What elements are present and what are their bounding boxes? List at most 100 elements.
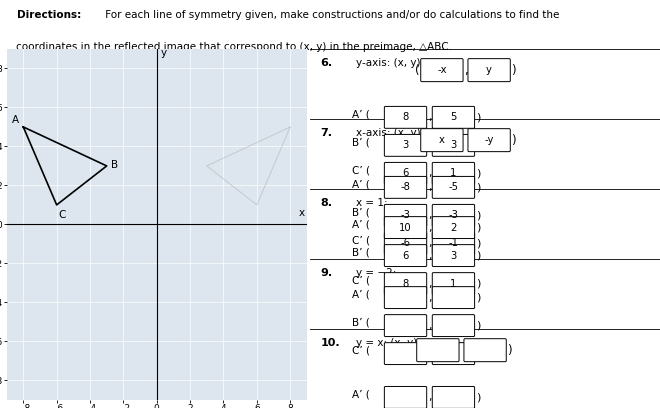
Text: ,: , — [428, 293, 431, 303]
Text: ): ) — [511, 64, 515, 77]
Text: 7.: 7. — [321, 128, 333, 138]
Text: A: A — [12, 115, 19, 125]
Text: C: C — [58, 210, 66, 220]
FancyBboxPatch shape — [384, 386, 426, 408]
Text: -3: -3 — [401, 211, 411, 220]
FancyBboxPatch shape — [384, 245, 426, 266]
Text: ,: , — [428, 251, 431, 261]
Text: ): ) — [511, 134, 515, 146]
Text: 3: 3 — [403, 140, 409, 151]
Text: B’ (: B’ ( — [352, 317, 370, 328]
FancyBboxPatch shape — [384, 176, 426, 198]
Text: 9.: 9. — [321, 268, 333, 278]
FancyBboxPatch shape — [420, 129, 463, 152]
Text: A’ (: A’ ( — [352, 179, 370, 189]
Text: y = −2:: y = −2: — [356, 268, 396, 278]
Text: ): ) — [476, 279, 480, 288]
Text: ,: , — [428, 392, 431, 402]
Text: ): ) — [476, 112, 480, 122]
FancyBboxPatch shape — [384, 134, 426, 156]
FancyBboxPatch shape — [432, 217, 475, 239]
Text: ,: , — [428, 348, 431, 359]
Text: 5: 5 — [450, 112, 457, 122]
Text: ,: , — [428, 211, 431, 220]
FancyBboxPatch shape — [468, 59, 510, 82]
Text: ,: , — [428, 140, 431, 151]
Text: Directions:: Directions: — [16, 10, 81, 20]
FancyBboxPatch shape — [432, 204, 475, 226]
Text: (: ( — [414, 64, 419, 77]
FancyBboxPatch shape — [420, 59, 463, 82]
Text: C’ (: C’ ( — [352, 235, 370, 245]
Text: y: y — [161, 48, 167, 58]
Text: 6: 6 — [403, 251, 409, 261]
Text: -x: -x — [437, 65, 447, 75]
Text: -6: -6 — [401, 238, 411, 248]
Text: ): ) — [476, 293, 480, 303]
Text: ): ) — [476, 211, 480, 220]
Text: ,: , — [428, 238, 431, 248]
Text: 8.: 8. — [321, 198, 333, 208]
Text: -y: -y — [484, 135, 494, 145]
Text: ): ) — [476, 169, 480, 178]
FancyBboxPatch shape — [384, 233, 426, 254]
Text: -5: -5 — [448, 182, 459, 192]
Text: C’ (: C’ ( — [352, 165, 370, 175]
Text: C’ (: C’ ( — [352, 275, 370, 286]
Text: A’ (: A’ ( — [352, 109, 370, 119]
FancyBboxPatch shape — [384, 287, 426, 308]
FancyBboxPatch shape — [432, 106, 475, 128]
Text: 6: 6 — [403, 169, 409, 178]
Text: ,: , — [464, 134, 467, 146]
Text: 8: 8 — [403, 279, 409, 288]
FancyBboxPatch shape — [432, 386, 475, 408]
Text: y = x: (x, y) →: y = x: (x, y) → — [356, 338, 429, 348]
Text: A’ (: A’ ( — [352, 220, 370, 230]
Text: ): ) — [476, 251, 480, 261]
Text: coordinates in the reflected image that correspond to (x, y) in the preimage, △A: coordinates in the reflected image that … — [16, 42, 453, 52]
Text: -8: -8 — [401, 182, 411, 192]
FancyBboxPatch shape — [416, 339, 459, 361]
Text: B’ (: B’ ( — [352, 207, 370, 217]
Text: ): ) — [476, 321, 480, 330]
Text: ,: , — [428, 112, 431, 122]
Text: x-axis: (x, y) →: x-axis: (x, y) → — [356, 128, 432, 138]
FancyBboxPatch shape — [432, 233, 475, 254]
FancyBboxPatch shape — [384, 204, 426, 226]
FancyBboxPatch shape — [384, 162, 426, 184]
FancyBboxPatch shape — [384, 273, 426, 295]
Text: ,: , — [428, 182, 431, 192]
Text: y-axis: (x, y) →: y-axis: (x, y) → — [356, 58, 432, 68]
FancyBboxPatch shape — [384, 343, 426, 365]
Text: For each line of symmetry given, make constructions and/or do calculations to fi: For each line of symmetry given, make co… — [102, 10, 560, 20]
Text: ,: , — [428, 169, 431, 178]
Text: 10.: 10. — [321, 338, 341, 348]
Text: C’ (: C’ ( — [352, 346, 370, 355]
FancyBboxPatch shape — [432, 343, 475, 365]
Text: A’ (: A’ ( — [352, 389, 370, 399]
Text: B’ (: B’ ( — [352, 248, 370, 257]
Text: ,: , — [428, 223, 431, 233]
Text: ,: , — [428, 279, 431, 288]
Text: 3: 3 — [450, 251, 457, 261]
FancyBboxPatch shape — [384, 106, 426, 128]
FancyBboxPatch shape — [384, 315, 426, 337]
FancyBboxPatch shape — [384, 217, 426, 239]
FancyBboxPatch shape — [432, 134, 475, 156]
Text: 10: 10 — [399, 223, 412, 233]
FancyBboxPatch shape — [432, 287, 475, 308]
FancyBboxPatch shape — [464, 339, 506, 361]
Text: ): ) — [476, 238, 480, 248]
Text: x: x — [299, 208, 305, 217]
Text: (: ( — [414, 134, 419, 146]
Text: ): ) — [476, 182, 480, 192]
Text: ,: , — [460, 344, 463, 357]
Text: 6.: 6. — [321, 58, 333, 68]
FancyBboxPatch shape — [432, 162, 475, 184]
Text: ,: , — [428, 321, 431, 330]
Text: y: y — [486, 65, 492, 75]
Text: B: B — [111, 160, 118, 170]
Text: 2: 2 — [450, 223, 457, 233]
Text: B’ (: B’ ( — [352, 137, 370, 147]
Text: ): ) — [476, 348, 480, 359]
